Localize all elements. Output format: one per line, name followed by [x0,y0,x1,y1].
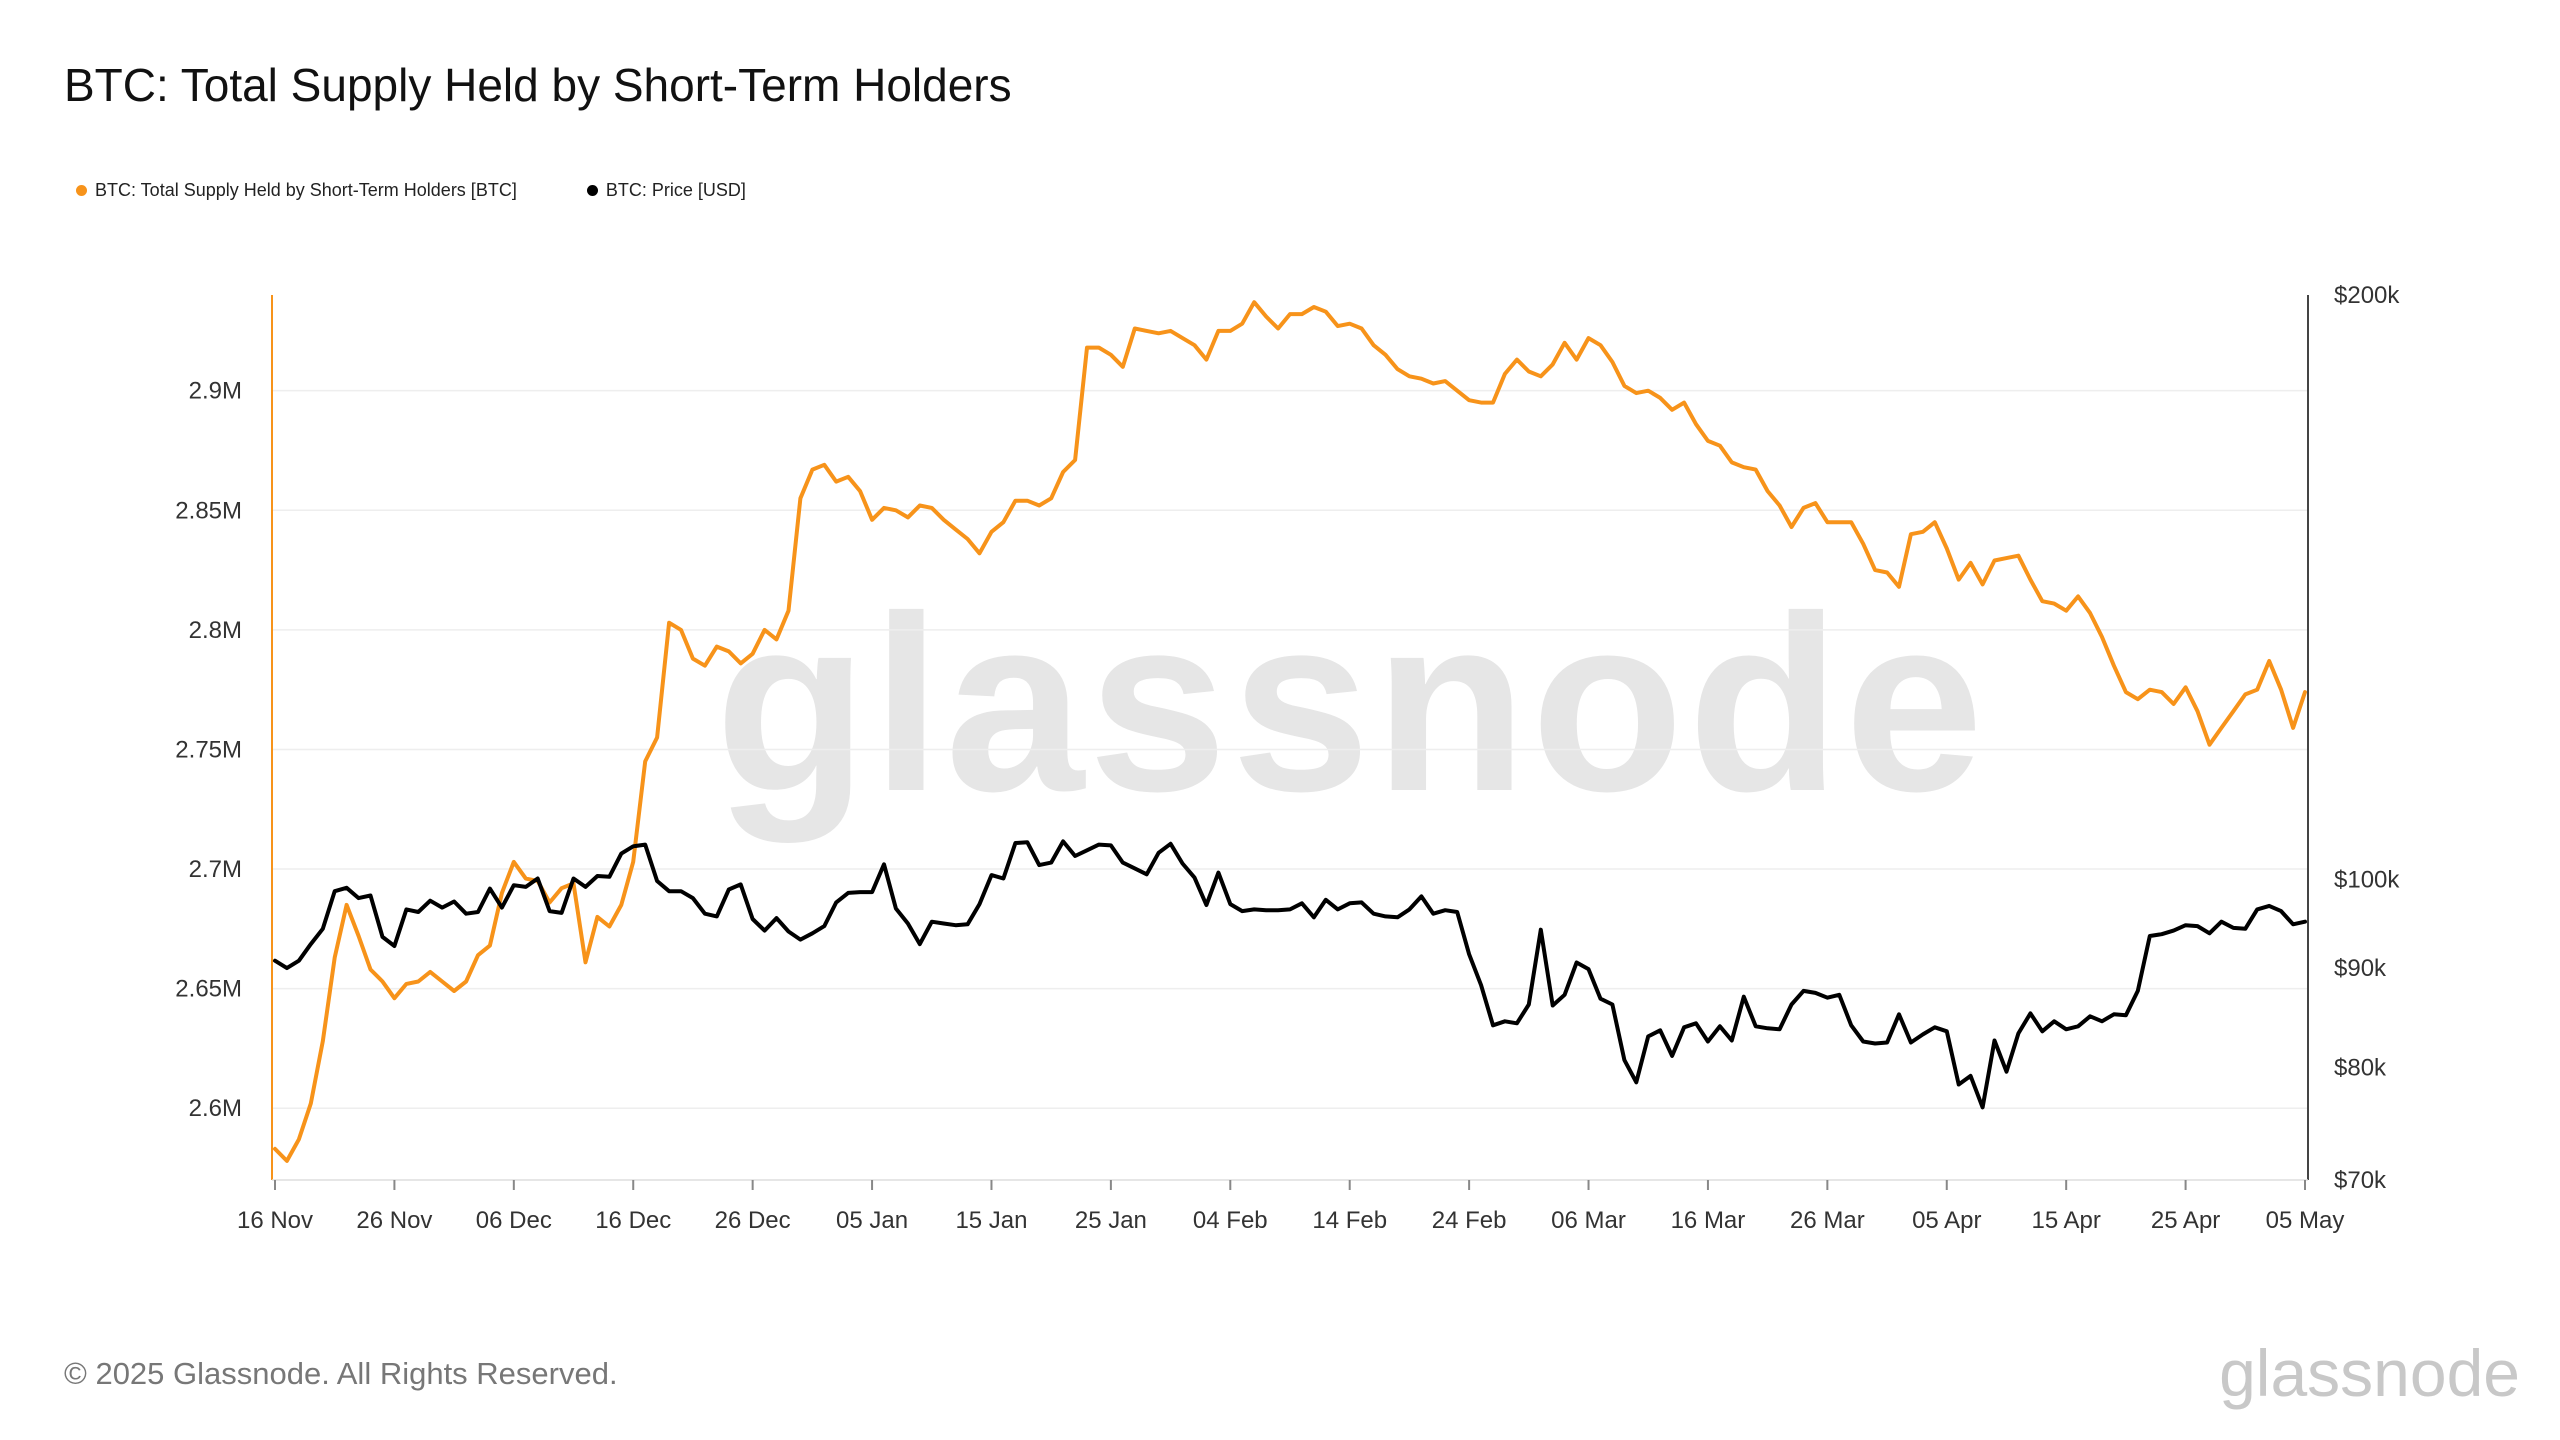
x-tick-label: 25 Jan [1075,1207,1147,1234]
gridlines [272,389,2308,1109]
x-tick-label: 16 Mar [1671,1207,1746,1234]
series-line-supply [273,300,2307,1163]
x-tick-label: 24 Feb [1432,1207,1507,1234]
x-tick-label: 15 Apr [2031,1207,2100,1234]
footer-logo: glassnode [2219,1336,2520,1410]
left-axis-ticks: 2.6M 2.65M 2.7M 2.75M 2.8M 2.85M 2.9M [175,378,242,1123]
y-right-tick-label: $90k [2334,955,2387,982]
legend-label-price: BTC: Price [USD] [605,180,746,200]
chart-title: BTC: Total Supply Held by Short-Term Hol… [64,59,1012,111]
x-tick-label: 05 Jan [836,1207,908,1234]
y-left-tick-label: 2.6M [189,1095,242,1122]
y-right-tick-label: $70k [2334,1167,2387,1194]
x-tick-label: 14 Feb [1312,1207,1387,1234]
x-tick-label: 26 Nov [356,1207,432,1234]
x-axis-ticks: 16 Nov 26 Nov 06 Dec 16 Dec 26 Dec 05 Jan 15 J… [237,1180,2344,1234]
copyright-text: © 2025 Glassnode. All Rights Reserved. [64,1356,618,1391]
right-axis-ticks: $70k $80k $90k $100k $200k [2334,282,2400,1194]
x-tick-label: 05 May [2266,1207,2345,1234]
x-tick-label: 04 Feb [1193,1207,1268,1234]
series-line-price [273,839,2307,1110]
x-tick-label: 06 Mar [1551,1207,1626,1234]
x-tick-label: 25 Apr [2151,1207,2220,1234]
x-tick-label: 26 Dec [715,1207,791,1234]
legend: BTC: Total Supply Held by Short-Term Hol… [76,180,746,201]
y-right-tick-label: $100k [2334,866,2400,893]
x-tick-label: 26 Mar [1790,1207,1865,1234]
legend-item-supply[interactable]: BTC: Total Supply Held by Short-Term Hol… [76,180,517,201]
y-left-tick-label: 2.7M [189,856,242,883]
legend-label-supply: BTC: Total Supply Held by Short-Term Hol… [95,180,517,200]
legend-item-price[interactable]: BTC: Price [USD] [586,180,746,201]
y-left-tick-label: 2.8M [189,617,242,644]
x-tick-label: 15 Jan [955,1207,1027,1234]
y-left-tick-label: 2.9M [189,378,242,405]
y-right-tick-label: $200k [2334,282,2400,309]
x-tick-label: 05 Apr [1912,1207,1981,1234]
y-left-tick-label: 2.75M [175,736,242,763]
x-tick-label: 16 Nov [237,1207,313,1234]
y-left-tick-label: 2.65M [175,976,242,1003]
series-lines [273,300,2307,1163]
watermark-logo: glassnode [715,564,1988,843]
legend-dot-price-icon [586,185,598,196]
x-tick-label: 16 Dec [595,1207,671,1234]
y-left-tick-label: 2.85M [175,497,242,524]
legend-dot-supply-icon [76,185,87,196]
y-right-tick-label: $80k [2334,1054,2387,1081]
x-tick-label: 06 Dec [476,1207,552,1234]
axes [271,295,2309,1181]
